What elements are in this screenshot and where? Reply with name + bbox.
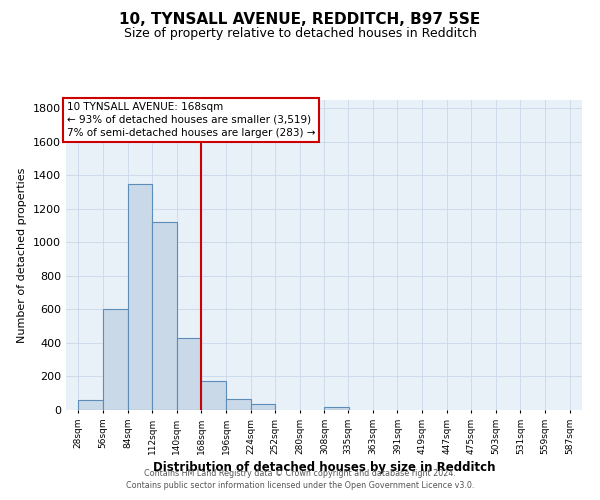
Bar <box>128 184 152 410</box>
Bar <box>177 338 202 410</box>
Text: Size of property relative to detached houses in Redditch: Size of property relative to detached ho… <box>124 28 476 40</box>
Y-axis label: Number of detached properties: Number of detached properties <box>17 168 28 342</box>
Bar <box>325 406 349 410</box>
Text: Contains HM Land Registry data © Crown copyright and database right 2024.
Contai: Contains HM Land Registry data © Crown c… <box>126 468 474 490</box>
Bar <box>103 310 128 410</box>
Bar <box>79 400 103 410</box>
Text: 10 TYNSALL AVENUE: 168sqm
← 93% of detached houses are smaller (3,519)
7% of sem: 10 TYNSALL AVENUE: 168sqm ← 93% of detac… <box>67 102 316 138</box>
X-axis label: Distribution of detached houses by size in Redditch: Distribution of detached houses by size … <box>153 461 495 474</box>
Bar <box>226 399 251 410</box>
Bar <box>202 380 226 410</box>
Text: 10, TYNSALL AVENUE, REDDITCH, B97 5SE: 10, TYNSALL AVENUE, REDDITCH, B97 5SE <box>119 12 481 28</box>
Bar <box>152 222 177 410</box>
Bar <box>251 404 275 410</box>
